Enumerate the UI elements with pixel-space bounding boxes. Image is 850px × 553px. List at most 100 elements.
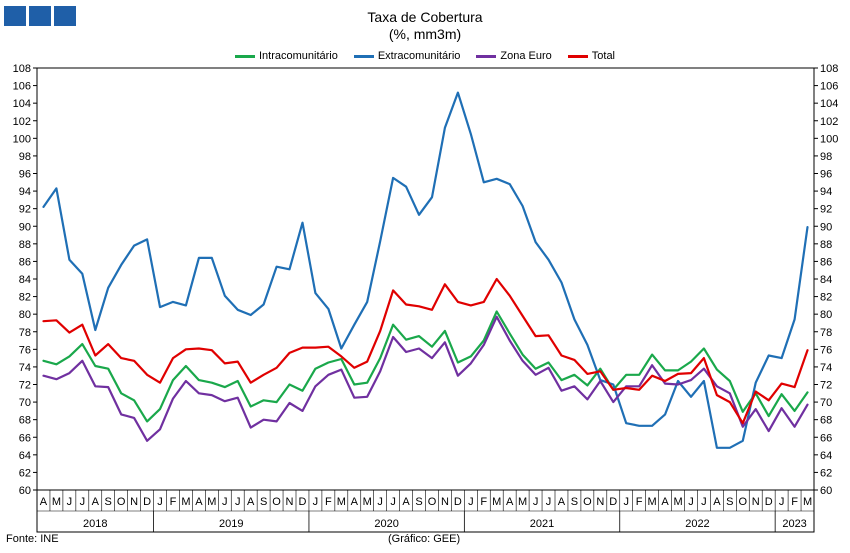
y-tick-label-right: 74 xyxy=(820,362,832,374)
month-label: D xyxy=(609,496,617,508)
y-tick-label-right: 92 xyxy=(820,204,832,216)
legend-item: Total xyxy=(567,50,615,62)
month-label: O xyxy=(428,496,437,508)
y-tick-label-left: 100 xyxy=(13,133,31,145)
month-label: J xyxy=(701,496,707,508)
chart-subtitle: (%, mm3m) xyxy=(388,26,462,42)
month-label: M xyxy=(337,496,346,508)
chart-title-block: Taxa de Cobertura (%, mm3m) xyxy=(0,9,850,43)
legend-swatch xyxy=(476,54,497,58)
month-label: J xyxy=(546,496,552,508)
y-tick-label-right: 96 xyxy=(820,169,832,181)
logo xyxy=(4,6,76,26)
y-tick-label-left: 68 xyxy=(19,415,31,427)
month-label: A xyxy=(506,496,514,508)
legend-swatch xyxy=(234,54,255,58)
y-tick-label-left: 84 xyxy=(19,274,31,286)
y-tick-label-right: 78 xyxy=(820,327,832,339)
chart-title: Taxa de Cobertura xyxy=(367,9,483,25)
month-label: S xyxy=(415,496,422,508)
legend-item: Extracomunitário xyxy=(353,50,461,62)
month-label: A xyxy=(558,496,566,508)
month-label: N xyxy=(286,496,294,508)
y-tick-label-left: 64 xyxy=(19,450,31,462)
month-label: N xyxy=(441,496,449,508)
month-label: J xyxy=(67,496,73,508)
y-tick-label-right: 82 xyxy=(820,292,832,304)
y-tick-label-right: 102 xyxy=(820,116,838,128)
y-tick-label-left: 78 xyxy=(19,327,31,339)
month-label: O xyxy=(117,496,126,508)
legend-label: Zona Euro xyxy=(500,50,552,62)
month-label: J xyxy=(468,496,474,508)
y-tick-label-right: 64 xyxy=(820,450,832,462)
y-tick-label-right: 62 xyxy=(820,467,832,479)
month-label: J xyxy=(313,496,319,508)
month-label: J xyxy=(222,496,228,508)
series-line xyxy=(42,310,809,423)
month-label: J xyxy=(623,496,629,508)
y-tick-label-right: 68 xyxy=(820,415,832,427)
y-tick-label-left: 104 xyxy=(13,98,31,110)
y-tick-label-left: 62 xyxy=(19,467,31,479)
month-label: D xyxy=(143,496,151,508)
month-label: D xyxy=(765,496,773,508)
y-tick-label-right: 88 xyxy=(820,239,832,251)
month-label: A xyxy=(713,496,721,508)
y-tick-label-right: 100 xyxy=(820,133,838,145)
month-label: S xyxy=(260,496,267,508)
month-label: M xyxy=(648,496,657,508)
y-tick-label-left: 96 xyxy=(19,169,31,181)
legend-swatch xyxy=(567,54,588,58)
y-tick-label-right: 94 xyxy=(820,186,832,198)
y-tick-label-left: 86 xyxy=(19,256,31,268)
series-line xyxy=(42,315,809,442)
logo-block xyxy=(4,6,26,26)
month-label: M xyxy=(181,496,190,508)
month-label: J xyxy=(533,496,539,508)
logo-block xyxy=(29,6,51,26)
month-label: S xyxy=(105,496,112,508)
month-label: F xyxy=(636,496,643,508)
month-label: A xyxy=(40,496,48,508)
y-tick-label-right: 98 xyxy=(820,151,832,163)
month-label: S xyxy=(726,496,733,508)
y-tick-label-right: 76 xyxy=(820,344,832,356)
month-label: D xyxy=(298,496,306,508)
month-label: A xyxy=(92,496,100,508)
y-tick-label-right: 104 xyxy=(820,98,838,110)
month-label: N xyxy=(752,496,760,508)
y-tick-label-left: 88 xyxy=(19,239,31,251)
series-line xyxy=(42,91,809,449)
y-tick-label-left: 72 xyxy=(19,380,31,392)
year-label: 2022 xyxy=(685,518,709,530)
series-line xyxy=(42,277,809,425)
y-tick-label-left: 108 xyxy=(13,63,31,75)
month-label: N xyxy=(596,496,604,508)
plot-frame xyxy=(36,67,815,533)
y-tick-label-left: 98 xyxy=(19,151,31,163)
y-tick-label-right: 106 xyxy=(820,81,838,93)
legend-label: Intracomunitário xyxy=(258,50,338,62)
year-label: 2018 xyxy=(83,518,107,530)
y-tick-label-left: 74 xyxy=(19,362,31,374)
month-label: J xyxy=(779,496,785,508)
legend-item: Zona Euro xyxy=(476,50,552,62)
year-label: 2021 xyxy=(530,518,554,530)
y-tick-label-right: 70 xyxy=(820,397,832,409)
credit-note: (Gráfico: GEE) xyxy=(388,533,461,545)
month-label: J xyxy=(235,496,241,508)
y-tick-label-left: 102 xyxy=(13,116,31,128)
legend-swatch xyxy=(353,54,374,58)
month-label: M xyxy=(492,496,501,508)
month-label: J xyxy=(80,496,86,508)
year-label: 2023 xyxy=(782,518,806,530)
month-label: A xyxy=(247,496,255,508)
month-label: J xyxy=(157,496,163,508)
legend-label: Extracomunitário xyxy=(377,50,461,62)
y-tick-label-right: 108 xyxy=(820,63,838,75)
y-tick-label-right: 86 xyxy=(820,256,832,268)
month-label: J xyxy=(688,496,694,508)
month-label: M xyxy=(207,496,216,508)
